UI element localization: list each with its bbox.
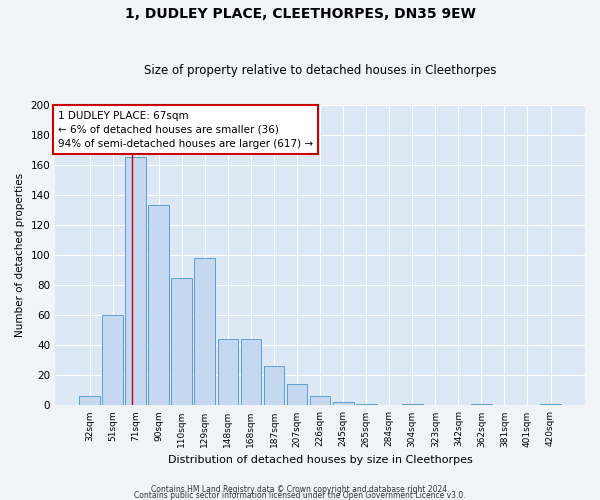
X-axis label: Distribution of detached houses by size in Cleethorpes: Distribution of detached houses by size …: [168, 455, 472, 465]
Bar: [471, 404, 492, 406]
Text: 1, DUDLEY PLACE, CLEETHORPES, DN35 9EW: 1, DUDLEY PLACE, CLEETHORPES, DN35 9EW: [125, 8, 475, 22]
Bar: [356, 404, 377, 406]
Bar: [540, 404, 561, 406]
Text: Contains public sector information licensed under the Open Government Licence v3: Contains public sector information licen…: [134, 491, 466, 500]
Bar: [287, 384, 307, 406]
Bar: [172, 278, 192, 406]
Bar: [125, 157, 146, 406]
Bar: [79, 396, 100, 406]
Bar: [102, 315, 123, 406]
Text: 1 DUDLEY PLACE: 67sqm
← 6% of detached houses are smaller (36)
94% of semi-detac: 1 DUDLEY PLACE: 67sqm ← 6% of detached h…: [58, 110, 313, 148]
Y-axis label: Number of detached properties: Number of detached properties: [15, 173, 25, 337]
Bar: [148, 206, 169, 406]
Bar: [263, 366, 284, 406]
Bar: [310, 396, 331, 406]
Bar: [194, 258, 215, 406]
Text: Contains HM Land Registry data © Crown copyright and database right 2024.: Contains HM Land Registry data © Crown c…: [151, 485, 449, 494]
Title: Size of property relative to detached houses in Cleethorpes: Size of property relative to detached ho…: [144, 64, 496, 77]
Bar: [402, 404, 422, 406]
Bar: [241, 339, 262, 406]
Bar: [333, 402, 353, 406]
Bar: [218, 339, 238, 406]
